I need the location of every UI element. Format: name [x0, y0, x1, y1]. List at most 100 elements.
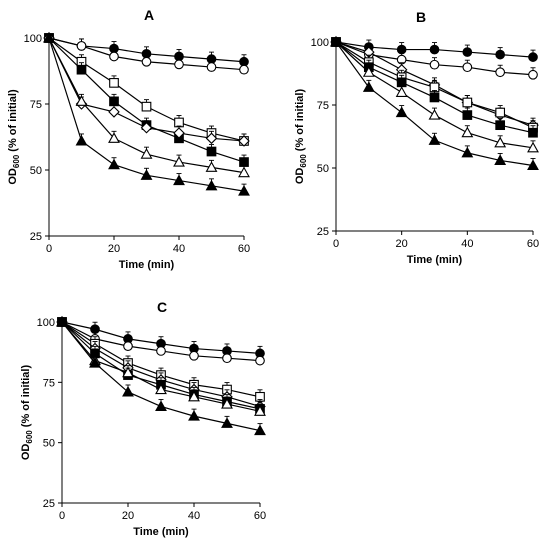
data-point — [395, 86, 408, 97]
data-point — [362, 66, 375, 77]
data-point — [462, 47, 473, 57]
data-point — [122, 385, 134, 397]
y-axis-title-subscript: 600 — [12, 154, 21, 168]
data-point — [495, 49, 506, 60]
series-7 — [56, 315, 266, 436]
data-point — [109, 96, 119, 107]
y-axis-title-main: OD — [20, 444, 32, 461]
y-tick-label: 50 — [43, 438, 55, 450]
series-6 — [43, 31, 250, 178]
x-tick-label: 40 — [188, 510, 200, 522]
data-point — [461, 146, 474, 158]
y-tick-label: 25 — [30, 231, 42, 243]
data-point — [156, 346, 166, 356]
data-point — [239, 64, 249, 75]
y-tick-label: 100 — [37, 317, 55, 329]
y-tick-label: 50 — [317, 163, 329, 175]
data-point — [43, 31, 55, 43]
x-tick-label: 0 — [59, 510, 65, 522]
data-point — [527, 141, 539, 153]
series-7 — [330, 35, 539, 171]
data-point — [56, 315, 68, 327]
x-tick-label: 40 — [461, 238, 473, 250]
panel-title: C — [157, 299, 167, 315]
data-point — [155, 400, 167, 412]
data-point — [528, 52, 538, 62]
x-tick-label: 20 — [396, 238, 408, 250]
data-point — [330, 35, 342, 47]
series-7 — [43, 31, 250, 196]
data-point — [254, 424, 266, 436]
data-point — [89, 356, 101, 368]
data-point — [255, 355, 265, 366]
data-point — [254, 405, 266, 416]
data-point — [495, 67, 506, 78]
data-point — [462, 62, 473, 73]
data-point — [174, 117, 184, 128]
data-point — [428, 134, 441, 145]
data-point — [238, 135, 250, 147]
y-tick-label: 50 — [30, 165, 42, 177]
data-point — [221, 397, 233, 409]
chart-panel-b: B 25 50 75 100 0 20 40 60 Time (min) OD600 (% of i… — [294, 9, 539, 266]
data-point — [495, 120, 506, 131]
y-tick-label: 100 — [24, 33, 42, 45]
y-axis-title-subscript: 600 — [299, 154, 308, 168]
data-point — [429, 59, 440, 70]
data-point — [462, 97, 473, 108]
data-point — [108, 132, 120, 143]
y-tick-label: 100 — [311, 37, 329, 49]
y-tick-label: 75 — [43, 377, 55, 389]
y-axis-title-subscript: 600 — [25, 430, 34, 444]
data-point — [238, 166, 250, 178]
data-point — [395, 106, 408, 118]
data-point — [188, 390, 200, 402]
data-point — [141, 56, 152, 67]
data-point — [494, 136, 507, 148]
data-point — [174, 59, 184, 70]
data-point — [528, 69, 538, 80]
data-point — [173, 155, 185, 167]
data-point — [461, 126, 474, 138]
data-point — [429, 92, 440, 103]
data-point — [122, 366, 134, 378]
y-tick-label: 75 — [30, 99, 42, 111]
data-point — [108, 158, 120, 170]
x-tick-label: 20 — [122, 510, 134, 522]
data-point — [141, 101, 152, 112]
panel-title: B — [416, 9, 426, 25]
data-point — [239, 157, 249, 167]
data-point — [140, 121, 153, 134]
y-axis-title-main: OD — [294, 168, 306, 185]
data-point — [76, 41, 87, 51]
series-2 — [44, 33, 249, 75]
series-4 — [56, 316, 266, 413]
data-point — [173, 127, 185, 139]
y-axis-title-rest: (% of initial) — [20, 365, 32, 431]
data-point — [205, 161, 218, 172]
y-axis-title-rest: (% of initial) — [7, 89, 19, 155]
y-tick-label: 25 — [43, 498, 55, 510]
data-point — [75, 95, 88, 106]
data-point — [429, 44, 440, 55]
x-tick-label: 20 — [108, 243, 120, 255]
y-tick-label: 25 — [317, 226, 329, 238]
y-axis-title-rest: (% of initial) — [294, 89, 306, 155]
data-point — [108, 106, 120, 118]
x-axis-title: Time (min) — [119, 259, 175, 271]
y-axis-title: OD600 (% of initial) — [294, 89, 308, 185]
x-tick-label: 60 — [527, 238, 539, 250]
data-point — [75, 134, 88, 146]
y-axis-title: OD600 (% of initial) — [20, 365, 34, 461]
x-tick-label: 60 — [238, 243, 250, 255]
data-point — [189, 350, 199, 361]
chart-panel-c: C 25 50 75 100 0 20 40 60 Time (min) OD600 (% of i… — [20, 299, 266, 538]
data-point — [527, 159, 539, 171]
x-tick-label: 0 — [46, 243, 52, 255]
x-axis-title: Time (min) — [407, 254, 463, 266]
data-point — [205, 132, 218, 145]
y-tick-label: 75 — [317, 100, 329, 112]
data-point — [362, 81, 375, 92]
chart-panel-a: A 25 50 75 100 0 20 40 60 Time (min) OD600 (% of i… — [7, 7, 250, 271]
